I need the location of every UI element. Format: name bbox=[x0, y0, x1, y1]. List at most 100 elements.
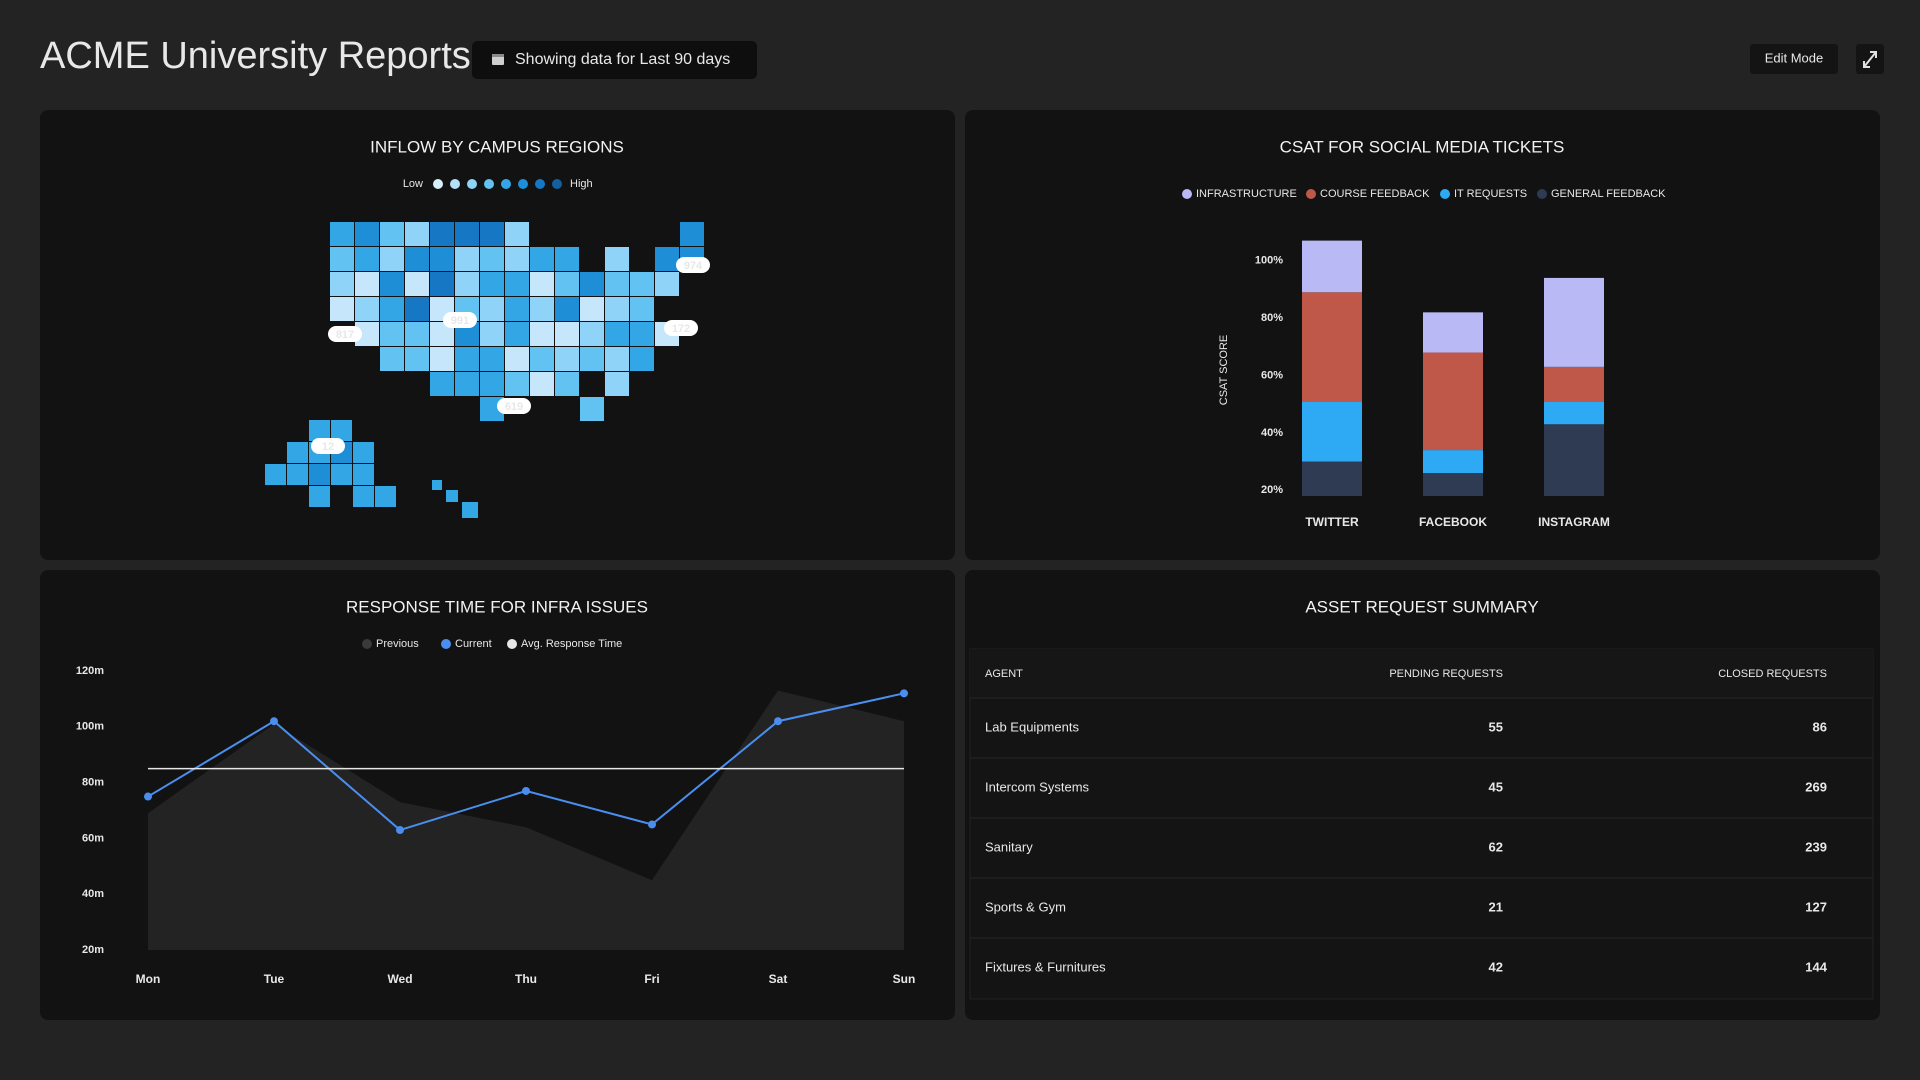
map-region bbox=[430, 272, 454, 296]
date-filter[interactable] bbox=[472, 41, 757, 79]
map-region bbox=[530, 347, 554, 371]
panel-title: INFLOW BY CAMPUS REGIONS bbox=[370, 137, 624, 156]
bar-segment bbox=[1544, 366, 1604, 402]
y-axis-label: CSAT SCORE bbox=[1218, 335, 1230, 406]
map-region bbox=[455, 272, 479, 296]
map-region bbox=[380, 322, 404, 346]
edit-button[interactable] bbox=[1750, 44, 1838, 74]
legend-swatch bbox=[1537, 189, 1547, 199]
legend-label: Current bbox=[455, 638, 492, 650]
legend-low: Low bbox=[403, 178, 423, 190]
map-label-bg bbox=[676, 257, 710, 273]
legend-swatch bbox=[433, 179, 443, 189]
map-region bbox=[331, 420, 352, 441]
legend-swatch bbox=[507, 639, 517, 649]
table bbox=[969, 648, 1874, 1000]
panel bbox=[40, 570, 955, 1020]
table-cell: 144 bbox=[1805, 959, 1827, 974]
legend-label: Avg. Response Time bbox=[521, 638, 622, 650]
bar-segment bbox=[1544, 277, 1604, 367]
legend-high: High bbox=[570, 178, 593, 190]
map-region bbox=[380, 272, 404, 296]
map-region bbox=[530, 372, 554, 396]
map-region bbox=[330, 272, 354, 296]
map-label: 12 bbox=[322, 441, 334, 453]
y-tick-label: 40m bbox=[82, 888, 104, 900]
legend-swatch bbox=[552, 179, 562, 189]
map-region bbox=[480, 222, 504, 246]
map-label: 619 bbox=[505, 401, 523, 413]
map-region bbox=[405, 347, 429, 371]
map-region bbox=[432, 480, 442, 490]
point bbox=[900, 689, 908, 698]
y-tick-label: 100m bbox=[76, 721, 104, 733]
map-region bbox=[555, 247, 579, 271]
map-region bbox=[375, 486, 396, 507]
point bbox=[396, 826, 404, 835]
map-region bbox=[580, 397, 604, 421]
map-region bbox=[405, 272, 429, 296]
bar-segment bbox=[1302, 401, 1362, 462]
bar-segment bbox=[1423, 473, 1483, 496]
legend-label: Previous bbox=[376, 638, 419, 650]
map-region bbox=[605, 297, 629, 321]
x-tick-label: Tue bbox=[264, 972, 285, 986]
map-region bbox=[580, 297, 604, 321]
map-region bbox=[330, 297, 354, 321]
legend-swatch bbox=[518, 179, 528, 189]
legend-swatch bbox=[1306, 189, 1316, 199]
map-label: 172 bbox=[672, 323, 690, 335]
x-tick-label: INSTAGRAM bbox=[1538, 515, 1610, 529]
map-region bbox=[480, 372, 504, 396]
map-region bbox=[480, 247, 504, 271]
edit-button-label: Edit Mode bbox=[1765, 50, 1824, 65]
map-region bbox=[265, 464, 286, 485]
y-tick-label: 80m bbox=[82, 777, 104, 789]
map-region bbox=[405, 322, 429, 346]
legend-swatch bbox=[501, 179, 511, 189]
legend-swatch bbox=[362, 639, 372, 649]
map-region bbox=[430, 222, 454, 246]
page-title: ACME University Reports bbox=[40, 35, 471, 77]
bar-segment bbox=[1423, 312, 1483, 353]
map-region bbox=[580, 272, 604, 296]
map-label: 991 bbox=[451, 315, 469, 327]
table-cell: Intercom Systems bbox=[985, 779, 1090, 794]
point bbox=[522, 786, 530, 795]
bar-segment bbox=[1544, 424, 1604, 496]
x-tick-label: Wed bbox=[387, 972, 412, 986]
map-region bbox=[309, 420, 330, 441]
x-tick-label: Mon bbox=[136, 972, 161, 986]
y-tick-label: 100% bbox=[1255, 255, 1283, 267]
map-region bbox=[380, 297, 404, 321]
bar-segment bbox=[1544, 401, 1604, 425]
map-region bbox=[655, 247, 679, 271]
y-tick-label: 120m bbox=[76, 665, 104, 677]
column-header: PENDING REQUESTS bbox=[1389, 668, 1503, 680]
map-region bbox=[630, 297, 654, 321]
table-cell: 269 bbox=[1805, 779, 1827, 794]
date-filter-label: Showing data for Last 90 days bbox=[515, 51, 730, 68]
y-tick-label: 80% bbox=[1261, 312, 1283, 324]
map-region bbox=[455, 372, 479, 396]
map-region bbox=[605, 347, 629, 371]
map-region bbox=[355, 297, 379, 321]
map-region bbox=[505, 222, 529, 246]
map-region bbox=[405, 297, 429, 321]
y-tick-label: 20m bbox=[82, 944, 104, 956]
legend-swatch bbox=[467, 179, 477, 189]
map-region bbox=[530, 247, 554, 271]
table-cell: Sports & Gym bbox=[985, 899, 1066, 914]
map-label-bg bbox=[311, 438, 345, 454]
table-cell: 55 bbox=[1489, 719, 1503, 734]
map-region bbox=[353, 442, 374, 463]
table-cell: 62 bbox=[1489, 839, 1503, 854]
map-region bbox=[355, 222, 379, 246]
map-region bbox=[680, 222, 704, 246]
map-region bbox=[555, 372, 579, 396]
x-tick-label: Thu bbox=[515, 972, 537, 986]
map-region bbox=[353, 464, 374, 485]
table-header bbox=[970, 649, 1873, 698]
point bbox=[648, 820, 656, 829]
map-region bbox=[480, 272, 504, 296]
